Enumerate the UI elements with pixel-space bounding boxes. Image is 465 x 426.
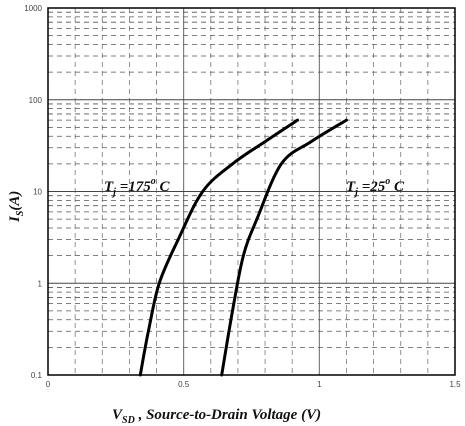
annotation-tj-175-sub: j — [111, 187, 116, 198]
series-line-tj-25 — [220, 118, 348, 377]
y-axis-label: IS(A) — [7, 191, 26, 223]
y-axis-label-sub: S — [15, 210, 26, 216]
y-tick-label: 10 — [33, 188, 42, 197]
annotation-tj-175-value: =175 — [116, 179, 151, 195]
annotation-tj-25-value: =25 — [358, 179, 386, 195]
x-tick-label: 0 — [46, 380, 51, 389]
series-lines — [138, 118, 348, 377]
y-axis-label-main: I — [7, 215, 23, 223]
y-tick-label: 1 — [38, 279, 43, 288]
annotation-tj-175-unit: C — [156, 179, 171, 195]
annotation-tj-25-main: T — [346, 179, 356, 195]
plot-frame — [47, 7, 456, 376]
y-tick-label: 1000 — [24, 4, 42, 13]
x-tick-label: 0.5 — [178, 380, 190, 389]
annotation-tj-25-unit: C — [390, 179, 405, 195]
x-axis-label: VSD , Source-to-Drain Voltage (V) — [112, 407, 321, 426]
annotation-tj-175-degree: o — [151, 176, 156, 187]
x-axis-label-main: V — [112, 407, 124, 423]
y-tick-label: 100 — [29, 96, 43, 105]
grid — [48, 8, 455, 375]
annotation-tj-25-degree: o — [385, 176, 390, 187]
x-axis-label-rest: , Source-to-Drain Voltage (V) — [135, 407, 321, 423]
tick-labels: 0 0.5 1 1.5 0.1 1 10 100 1000 — [24, 4, 461, 389]
annotation-tj-25-sub: j — [353, 187, 358, 198]
y-axis-label-rest: (A) — [7, 191, 23, 211]
annotation-tj-25: Tj =25o C — [346, 176, 405, 198]
series-line-tj-175 — [138, 118, 300, 377]
x-axis-label-sub: SD — [122, 415, 135, 426]
annotation-tj-175-main: T — [104, 179, 114, 195]
y-tick-label: 0.1 — [31, 371, 43, 380]
x-tick-label: 1.5 — [449, 380, 461, 389]
annotation-tj-175: Tj =175o C — [104, 176, 171, 198]
x-tick-label: 1 — [317, 380, 322, 389]
